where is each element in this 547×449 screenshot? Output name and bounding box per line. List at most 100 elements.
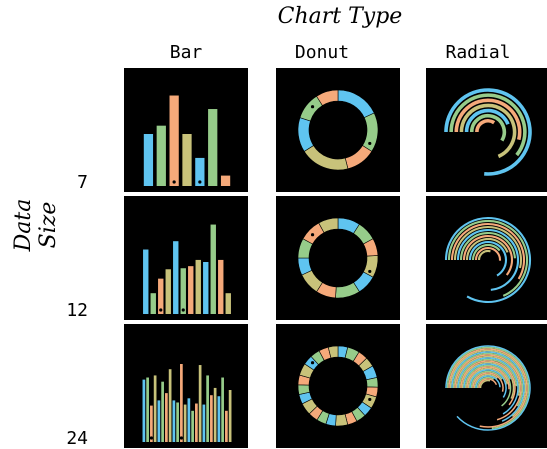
column-header-radial: Radial	[445, 42, 511, 63]
radial-arc	[451, 351, 525, 422]
row-label-12: 12	[66, 300, 88, 321]
radial-arc	[469, 369, 507, 398]
marker-dot	[310, 233, 315, 237]
radial-arc	[457, 357, 519, 415]
radial-arc	[449, 349, 527, 418]
bar	[165, 269, 171, 314]
radial-arc	[461, 361, 515, 399]
column-header-donut: Donut	[294, 42, 350, 63]
bar	[161, 381, 164, 442]
bar	[210, 395, 213, 442]
donut-chart-12	[297, 217, 379, 299]
donut-slice	[297, 117, 314, 152]
bar	[173, 241, 179, 314]
radial-arc	[455, 355, 521, 396]
marker-dot	[149, 436, 153, 440]
marker-dot	[181, 308, 185, 312]
bar	[221, 377, 224, 442]
donut-chart-panel-12	[276, 196, 400, 320]
bar	[188, 266, 194, 314]
donut-slice	[344, 145, 373, 170]
bar	[150, 293, 156, 314]
radial-arc	[448, 348, 528, 428]
bar	[142, 379, 146, 442]
marker-dot	[310, 361, 315, 365]
donut-chart-panel-7	[276, 68, 400, 192]
radial-arc	[464, 108, 510, 133]
bar	[180, 268, 186, 314]
donut-slice	[318, 217, 339, 233]
bar	[206, 375, 209, 442]
radial-arc	[474, 246, 502, 261]
bar	[208, 109, 218, 186]
radial-arc	[445, 345, 531, 431]
marker-dot	[159, 308, 163, 312]
bar	[150, 405, 153, 442]
bar	[217, 396, 221, 442]
radial-arc	[449, 93, 527, 157]
bar	[198, 365, 202, 442]
radial-arc	[460, 360, 516, 406]
bar-chart-12	[143, 224, 231, 314]
radial-chart-12	[444, 216, 531, 304]
radial-arc	[469, 113, 507, 142]
bar	[220, 175, 231, 186]
marker-dot	[310, 105, 315, 109]
radial-arc	[466, 366, 510, 390]
radial-arc	[464, 364, 512, 407]
bar	[158, 278, 164, 314]
radial-arc	[454, 98, 522, 141]
donut-chart-panel-24	[276, 324, 400, 448]
bar	[202, 404, 206, 442]
marker-dot	[198, 180, 202, 184]
bar	[183, 404, 187, 442]
figure-title: Chart Type	[277, 4, 403, 29]
bar	[228, 390, 232, 442]
radial-arc	[472, 372, 504, 392]
donut-slice	[327, 345, 339, 359]
bar	[191, 410, 194, 442]
radial-arc	[463, 363, 512, 389]
radial-arc	[450, 223, 526, 280]
radial-arc	[462, 235, 514, 276]
marker-dot	[179, 436, 183, 440]
bar	[203, 262, 209, 314]
bar	[225, 410, 228, 442]
radial-arc	[447, 219, 529, 297]
donut-slice	[337, 89, 375, 119]
radial-arc	[454, 354, 522, 421]
radial-chart-panel-7	[426, 68, 547, 192]
radial-arc	[471, 243, 501, 261]
radial-arc	[452, 352, 524, 407]
donut-slice	[316, 89, 339, 106]
donut-slice	[362, 112, 379, 152]
bar	[169, 95, 179, 186]
radial-chart-24	[445, 345, 531, 431]
column-header-bar: Bar	[169, 42, 203, 63]
bar	[143, 134, 154, 186]
radial-arc	[467, 367, 508, 389]
bar	[157, 400, 161, 442]
radial-arc	[444, 88, 532, 176]
bar	[187, 398, 191, 442]
radial-arc	[453, 225, 523, 269]
radial-arc	[468, 240, 507, 277]
bar	[225, 293, 231, 314]
bar-chart-7	[143, 95, 231, 186]
radial-arc	[475, 375, 501, 389]
bar	[182, 134, 192, 186]
radial-arc	[478, 378, 498, 389]
bar	[195, 403, 198, 442]
bar	[180, 364, 183, 442]
radial-arc	[444, 216, 531, 304]
marker-dot	[368, 141, 372, 146]
bar	[172, 400, 176, 442]
radial-arc	[446, 346, 530, 430]
bar	[210, 224, 216, 314]
bar-chart-panel-24	[124, 324, 248, 448]
radial-arc	[459, 231, 516, 261]
bar	[176, 402, 179, 442]
bar-chart-panel-12	[124, 196, 248, 320]
marker-dot	[368, 397, 372, 402]
donut-chart-7	[297, 89, 379, 171]
